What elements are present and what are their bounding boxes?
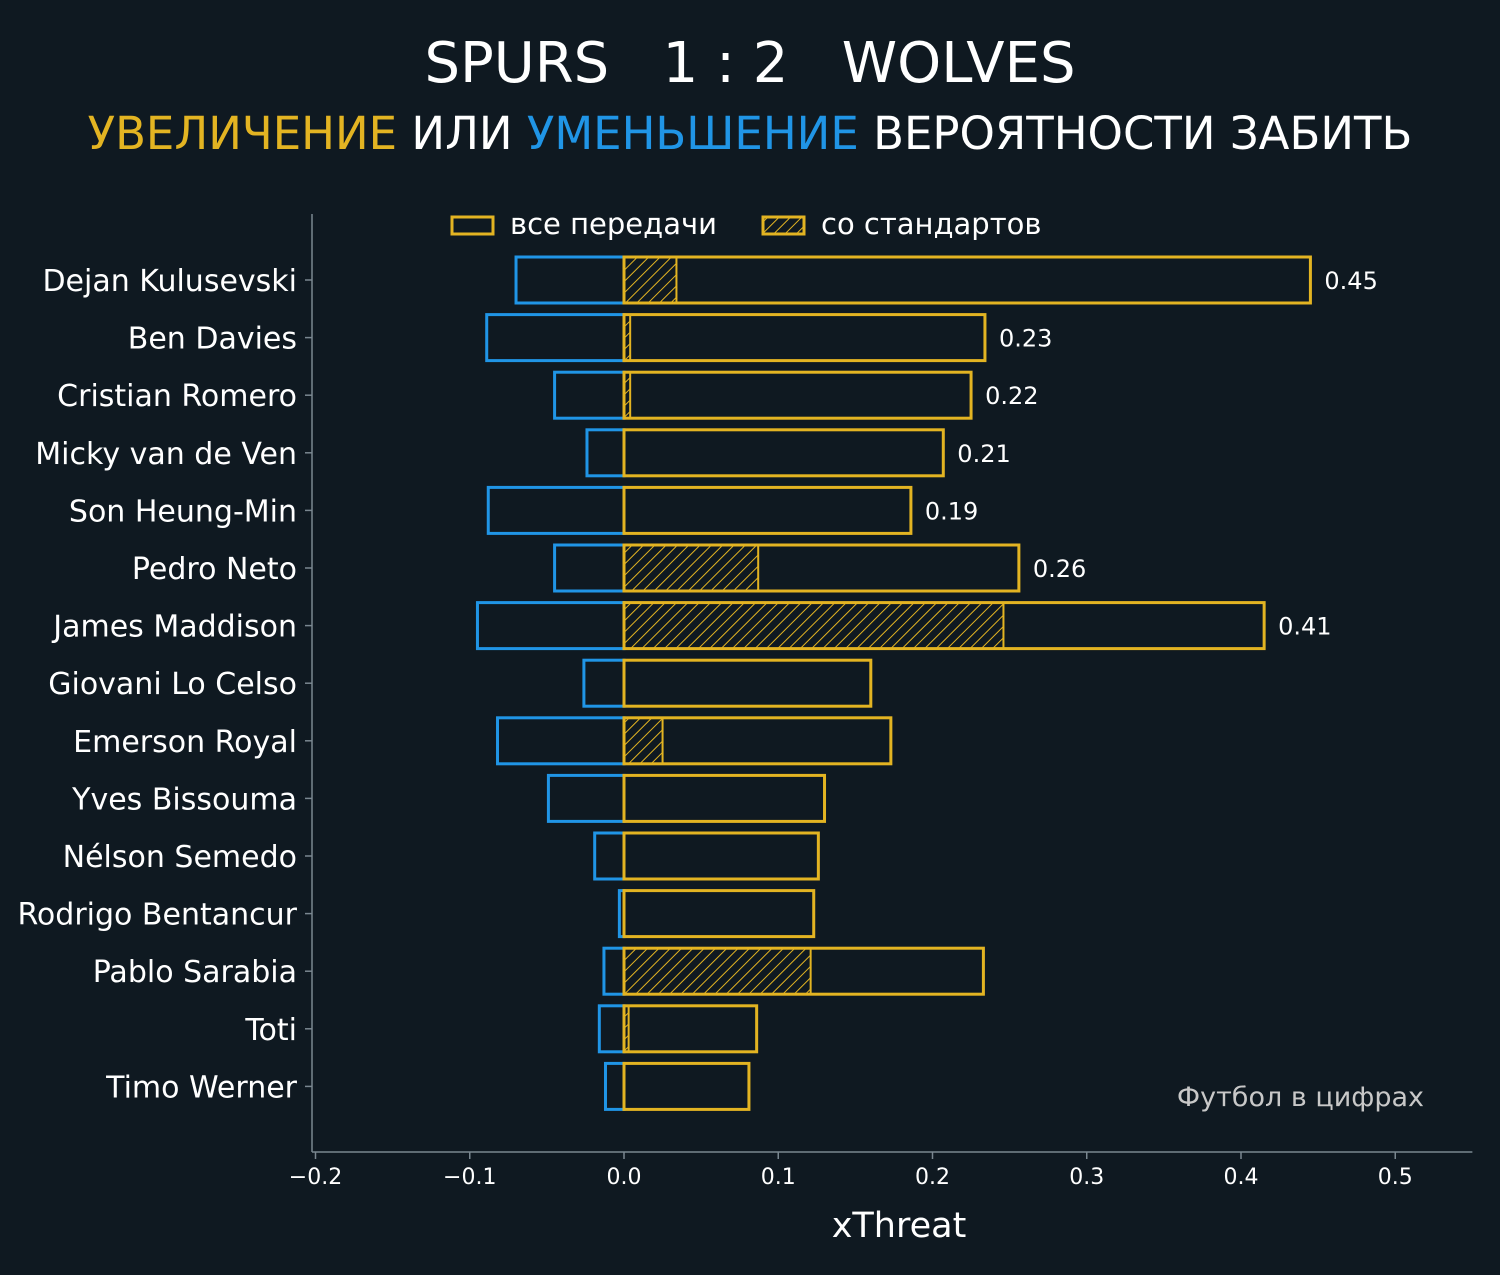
x-tick-label: −0.2 bbox=[289, 1165, 342, 1190]
legend: все передачи со стандартов bbox=[450, 207, 1041, 241]
player-label: Giovani Lo Celso bbox=[48, 667, 297, 702]
player-label: Emerson Royal bbox=[73, 725, 297, 760]
decrease-bar bbox=[486, 485, 626, 535]
all-passes-bar bbox=[622, 370, 973, 420]
value-label: 0.26 bbox=[1033, 555, 1086, 583]
chart-subtitle: УВЕЛИЧЕНИЕ ИЛИ УМЕНЬШЕНИЕ ВЕРОЯТНОСТИ ЗА… bbox=[0, 104, 1500, 164]
player-label: Rodrigo Bentancur bbox=[17, 898, 297, 933]
value-label: 0.22 bbox=[985, 382, 1038, 410]
all-passes-bar bbox=[622, 485, 913, 535]
bars-layer: 0.45 0.23 0.22 0.21 0.19 0.26 0.41 bbox=[475, 255, 1378, 1111]
x-tick-label: 0.1 bbox=[761, 1165, 796, 1190]
set-piece-bar bbox=[623, 256, 678, 304]
all-passes-bar bbox=[622, 946, 985, 996]
player-label: James Maddison bbox=[51, 610, 297, 645]
decrease-bar bbox=[602, 946, 626, 996]
away-team: WOLVES bbox=[841, 31, 1076, 96]
value-label: 0.41 bbox=[1278, 613, 1331, 641]
legend-label-set-pieces: со стандартов bbox=[821, 207, 1041, 241]
subtitle-or: ИЛИ bbox=[411, 107, 513, 160]
x-tick-label: 0.0 bbox=[607, 1165, 642, 1190]
value-label: 0.21 bbox=[957, 440, 1010, 468]
home-team: SPURS bbox=[424, 31, 610, 96]
value-label: 0.23 bbox=[999, 325, 1052, 353]
value-label: 0.45 bbox=[1324, 267, 1377, 295]
player-label: Timo Werner bbox=[105, 1070, 297, 1105]
legend-label-all-passes: все передачи bbox=[510, 207, 717, 241]
set-piece-bar bbox=[623, 601, 1005, 650]
x-tick-label: −0.1 bbox=[443, 1165, 496, 1190]
player-label: Son Heung-Min bbox=[69, 494, 297, 529]
value-label: 0.19 bbox=[925, 497, 978, 525]
match-score: 1 : 2 bbox=[662, 31, 789, 96]
subtitle-decrease: УМЕНЬШЕНИЕ bbox=[526, 107, 859, 160]
all-passes-bar bbox=[622, 1004, 759, 1054]
decrease-bar bbox=[553, 370, 626, 420]
all-passes-bar bbox=[622, 831, 820, 881]
all-passes-bar bbox=[622, 1061, 751, 1111]
decrease-bar bbox=[546, 773, 626, 823]
x-tick-label: 0.2 bbox=[915, 1165, 950, 1190]
all-passes-bar bbox=[622, 658, 873, 708]
x-tick-label: 0.4 bbox=[1224, 1165, 1259, 1190]
set-piece-bar bbox=[623, 947, 812, 996]
axes-layer: Dejan Kulusevski Ben Davies Cristian Romer… bbox=[17, 214, 1473, 1246]
player-label: Cristian Romero bbox=[57, 379, 297, 414]
decrease-bar bbox=[582, 658, 626, 708]
subtitle-rest: ВЕРОЯТНОСТИ ЗАБИТЬ bbox=[873, 107, 1413, 160]
decrease-bar bbox=[585, 428, 626, 478]
all-passes-bar bbox=[622, 716, 893, 766]
decrease-bar bbox=[597, 1004, 626, 1054]
decrease-bar bbox=[475, 601, 626, 651]
set-piece-bar bbox=[623, 716, 664, 765]
set-piece-bar bbox=[623, 544, 760, 592]
x-tick-label: 0.3 bbox=[1069, 1165, 1104, 1190]
player-label: Yves Bissouma bbox=[71, 782, 297, 817]
decrease-bar bbox=[514, 255, 626, 305]
all-passes-bar bbox=[622, 255, 1312, 305]
watermark: Футбол в цифрах bbox=[1177, 1082, 1424, 1113]
all-passes-bar bbox=[622, 543, 1021, 593]
decrease-bar bbox=[553, 543, 626, 593]
player-label: Nélson Semedo bbox=[63, 840, 297, 875]
player-label: Ben Davies bbox=[128, 322, 297, 357]
x-tick-label: 0.5 bbox=[1378, 1165, 1413, 1190]
decrease-bar bbox=[593, 831, 626, 881]
match-title: SPURS 1 : 2 WOLVES bbox=[0, 28, 1500, 100]
decrease-bar bbox=[485, 313, 626, 363]
legend-swatch-set-pieces bbox=[761, 215, 806, 236]
player-label: Pedro Neto bbox=[132, 552, 297, 587]
player-label: Pablo Sarabia bbox=[93, 955, 297, 990]
subtitle-increase: УВЕЛИЧЕНИЕ bbox=[87, 107, 398, 160]
decrease-bar bbox=[496, 716, 626, 766]
all-passes-bar bbox=[622, 428, 945, 478]
legend-swatch-all-passes bbox=[450, 215, 495, 236]
all-passes-bar bbox=[622, 601, 1266, 651]
player-label: Dejan Kulusevski bbox=[42, 264, 297, 299]
x-axis-title: xThreat bbox=[832, 1206, 967, 1246]
player-label: Micky van de Ven bbox=[35, 437, 297, 472]
decrease-bar bbox=[603, 1061, 626, 1111]
all-passes-bar bbox=[622, 313, 987, 363]
player-label: Toti bbox=[244, 1013, 297, 1048]
all-passes-bar bbox=[622, 773, 827, 823]
all-passes-bar bbox=[622, 889, 816, 939]
